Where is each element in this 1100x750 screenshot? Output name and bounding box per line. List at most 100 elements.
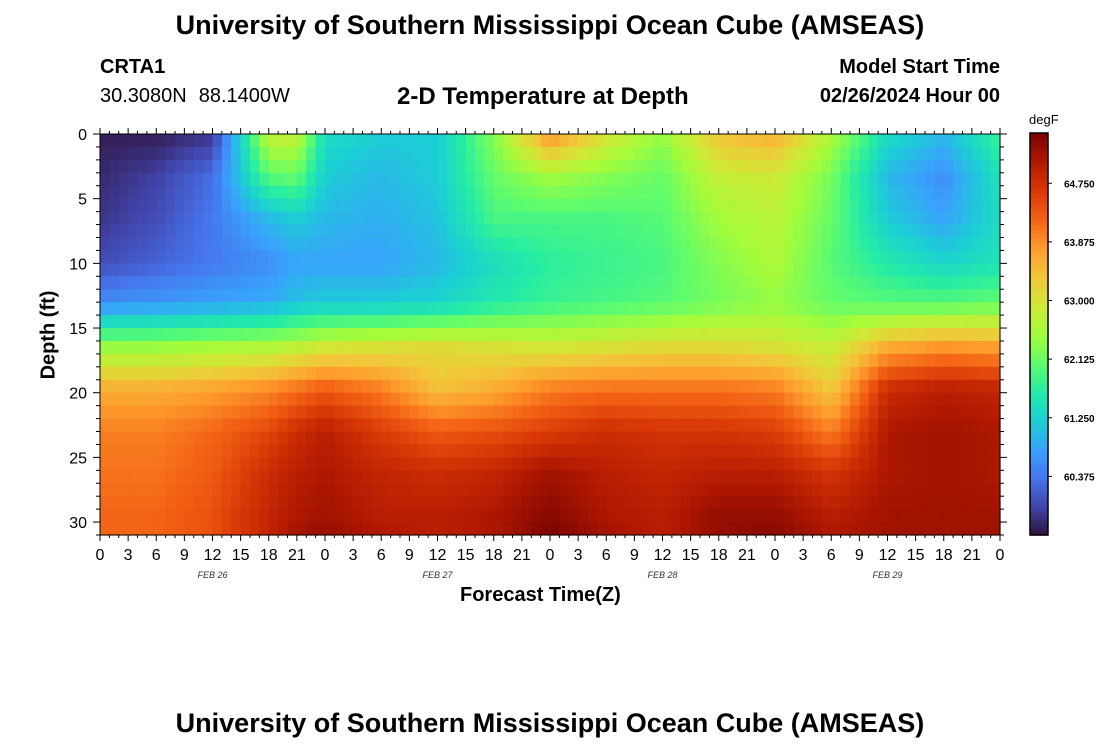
heatmap-cell bbox=[990, 405, 1001, 420]
heatmap-cell bbox=[971, 353, 982, 368]
heatmap-cell bbox=[568, 405, 579, 420]
heatmap-cell bbox=[840, 353, 851, 368]
heatmap-cell bbox=[671, 431, 682, 446]
heatmap-cell bbox=[850, 522, 860, 536]
heatmap-cell bbox=[540, 185, 551, 200]
heatmap-cell bbox=[465, 496, 476, 510]
heatmap-cell bbox=[540, 302, 551, 316]
heatmap-cell bbox=[465, 159, 476, 174]
heatmap-cell bbox=[981, 263, 992, 277]
heatmap-cell bbox=[953, 392, 964, 407]
x-date-label: FEB 26 bbox=[197, 570, 227, 580]
heatmap-cell bbox=[193, 431, 204, 446]
station-coordinates: 30.3080N 88.1400W bbox=[100, 85, 290, 108]
heatmap-cell bbox=[446, 276, 457, 290]
heatmap-cell bbox=[746, 522, 757, 536]
heatmap-cell bbox=[887, 496, 898, 510]
heatmap-cell bbox=[531, 198, 542, 213]
heatmap-cell bbox=[493, 457, 504, 471]
heatmap-cell bbox=[184, 522, 195, 536]
colorbar-segment bbox=[1030, 157, 1048, 162]
heatmap-cell bbox=[671, 159, 682, 174]
colorbar-tick-label: 60.375 bbox=[1064, 472, 1095, 483]
heatmap-cell bbox=[212, 522, 223, 536]
heatmap-cell bbox=[203, 366, 214, 381]
heatmap-cell bbox=[981, 509, 992, 523]
heatmap-cell bbox=[118, 328, 129, 342]
heatmap-cell bbox=[278, 522, 289, 536]
heatmap-cell bbox=[596, 198, 607, 213]
heatmap-cell bbox=[868, 483, 879, 497]
heatmap-cell bbox=[240, 198, 251, 213]
heatmap-cell bbox=[231, 340, 242, 355]
heatmap-cell bbox=[775, 134, 785, 148]
heatmap-cell bbox=[550, 457, 560, 471]
heatmap-cell bbox=[118, 457, 129, 471]
heatmap-cell bbox=[728, 379, 739, 394]
heatmap-cell bbox=[278, 146, 289, 161]
heatmap-cell bbox=[709, 496, 720, 510]
heatmap-cell bbox=[700, 211, 710, 226]
heatmap-cell bbox=[606, 444, 617, 458]
heatmap-cell bbox=[887, 146, 898, 161]
heatmap-cell bbox=[381, 315, 392, 329]
heatmap-cell bbox=[625, 444, 635, 458]
heatmap-cell bbox=[456, 315, 467, 329]
x-tick-label: 6 bbox=[377, 547, 386, 564]
heatmap-cell bbox=[400, 237, 410, 252]
heatmap-cell bbox=[568, 457, 579, 471]
heatmap-cell bbox=[953, 250, 964, 264]
heatmap-cell bbox=[634, 418, 645, 433]
heatmap-cell bbox=[325, 146, 335, 161]
heatmap-cell bbox=[765, 198, 776, 213]
x-tick-label: 12 bbox=[879, 547, 897, 564]
heatmap-cell bbox=[531, 237, 542, 252]
heatmap-cell bbox=[287, 159, 298, 174]
heatmap-cell bbox=[756, 444, 767, 458]
heatmap-cell bbox=[868, 172, 879, 187]
heatmap-cell bbox=[550, 146, 560, 161]
heatmap-cell bbox=[456, 353, 467, 368]
heatmap-cell bbox=[503, 185, 514, 200]
heatmap-cell bbox=[428, 483, 439, 497]
heatmap-cell bbox=[193, 237, 204, 252]
heatmap-cell bbox=[400, 340, 410, 355]
heatmap-cell bbox=[371, 289, 382, 303]
heatmap-cell bbox=[334, 496, 345, 510]
heatmap-cell bbox=[325, 405, 335, 420]
heatmap-cell bbox=[100, 431, 110, 446]
heatmap-cell bbox=[231, 431, 242, 446]
heatmap-cell bbox=[175, 198, 185, 213]
heatmap-cell bbox=[971, 470, 982, 484]
heatmap-cell bbox=[221, 289, 232, 303]
heatmap-cell bbox=[465, 276, 476, 290]
heatmap-cell bbox=[634, 340, 645, 355]
heatmap-cell bbox=[878, 340, 889, 355]
heatmap-cell bbox=[540, 392, 551, 407]
heatmap-cell bbox=[793, 185, 804, 200]
heatmap-cell bbox=[671, 522, 682, 536]
heatmap-cell bbox=[953, 146, 964, 161]
heatmap-cell bbox=[146, 315, 157, 329]
heatmap-cell bbox=[981, 134, 992, 148]
heatmap-cell bbox=[175, 134, 185, 148]
heatmap-cell bbox=[915, 328, 926, 342]
heatmap-cell bbox=[428, 418, 439, 433]
heatmap-cell bbox=[606, 496, 617, 510]
heatmap-cell bbox=[193, 134, 204, 148]
heatmap-cell bbox=[718, 237, 729, 252]
heatmap-cell bbox=[221, 159, 232, 174]
heatmap-cell bbox=[418, 146, 429, 161]
heatmap-cell bbox=[653, 198, 664, 213]
heatmap-cell bbox=[615, 224, 626, 239]
heatmap-cell bbox=[465, 418, 476, 433]
heatmap-cell bbox=[971, 418, 982, 433]
x-tick-label: 0 bbox=[996, 547, 1005, 564]
heatmap-cell bbox=[334, 418, 345, 433]
colorbar-segment bbox=[1030, 530, 1048, 536]
heatmap-cell bbox=[175, 159, 185, 174]
heatmap-cell bbox=[278, 134, 289, 148]
heatmap-cell bbox=[156, 198, 167, 213]
heatmap-cell bbox=[146, 470, 157, 484]
